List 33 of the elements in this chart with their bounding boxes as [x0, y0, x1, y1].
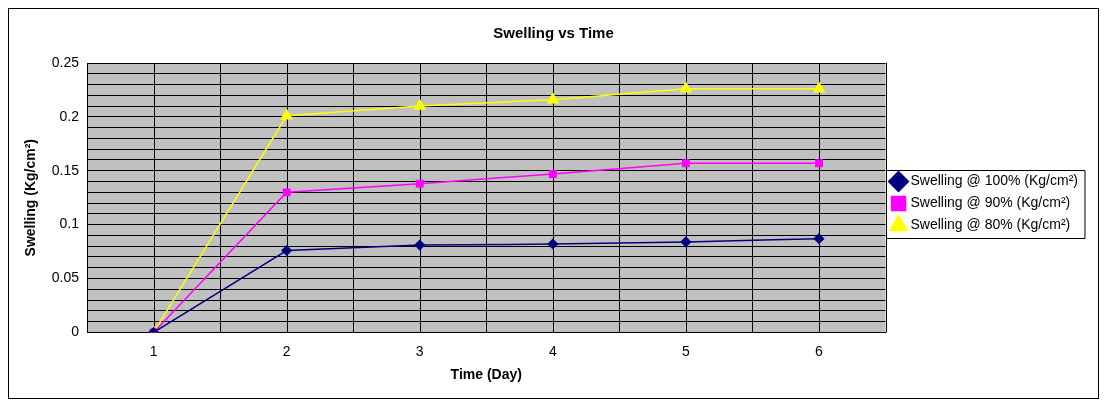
y-tick-label: 0.1 [59, 215, 80, 232]
y-tick-label: 0.2 [59, 107, 80, 124]
point [414, 239, 425, 251]
x-tick-label: 3 [415, 342, 424, 359]
x-tick-label: 1 [149, 342, 158, 359]
legend-label: Swelling @ 100% (Kg/cm²) [910, 172, 1079, 189]
chart-title: Swelling vs Time [493, 24, 614, 42]
point [815, 159, 823, 168]
point [282, 188, 291, 197]
point [681, 159, 690, 168]
point [813, 233, 825, 244]
x-tick-label: 5 [682, 342, 690, 359]
y-tick-label: 0.05 [51, 269, 80, 286]
point [415, 179, 424, 188]
point [679, 82, 692, 93]
y-tick-label: 0 [71, 323, 80, 340]
legend-label: Swelling @ 80% (Kg/cm²) [910, 216, 1071, 233]
point [413, 99, 426, 110]
x-tick-label: 4 [548, 342, 557, 359]
y-tick-label: 0.15 [51, 161, 80, 178]
point [280, 109, 293, 120]
x-tick-label: 2 [282, 342, 291, 359]
point [680, 236, 692, 248]
legend-label: Swelling @ 90% (Kg/cm²) [910, 194, 1071, 211]
point [813, 82, 825, 93]
point [547, 238, 559, 250]
y-tick-label: 0.25 [51, 53, 80, 70]
point [281, 245, 292, 256]
point [546, 92, 559, 104]
y-axis-title: Swelling (Kg/cm²) [22, 138, 39, 257]
point [548, 170, 557, 178]
x-tick-label: 6 [815, 342, 824, 359]
x-axis-title: Time (Day) [450, 366, 522, 383]
